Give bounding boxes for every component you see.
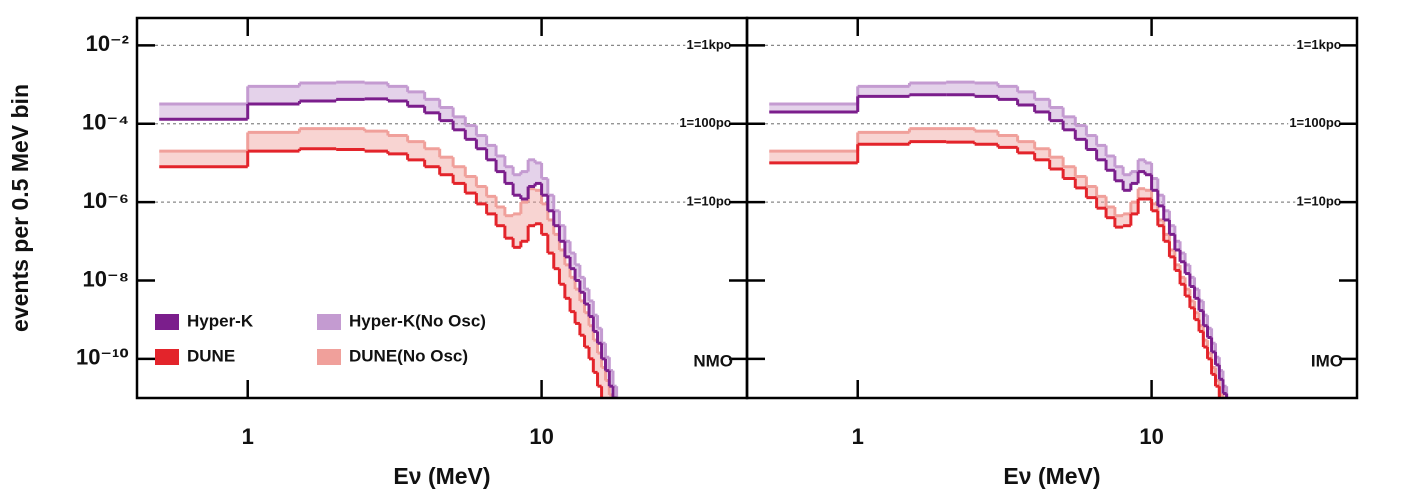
reference-label: 1=10pc [687,194,731,209]
legend-swatch [317,314,341,330]
legend-label: DUNE [187,346,235,365]
band [159,128,614,398]
band [159,82,617,398]
annotation: IMO [1311,351,1343,370]
y-tick-label: 10⁻⁶ [83,188,129,213]
plot-area [159,80,619,398]
legend-label: DUNE(No Osc) [349,346,468,365]
x-tick-label: 1 [242,424,254,449]
band [769,128,1224,398]
legend-label: Hyper-K [187,311,254,330]
reference-label: 1=1kpc [1297,37,1341,52]
x-tick-label: 10 [529,424,553,449]
y-tick-label: 10⁻⁸ [83,266,129,291]
legend-swatch [155,349,179,365]
reference-label: 1=10pc [1297,194,1341,209]
legend-swatch [155,314,179,330]
x-tick-label: 10 [1139,424,1163,449]
legend-label: Hyper-K(No Osc) [349,311,486,330]
x-tick-label: 1 [852,424,864,449]
y-tick-label: 10⁻⁴ [82,110,129,135]
y-tick-label: 10⁻¹⁰ [76,345,129,370]
band [769,82,1227,398]
y-tick-label: 10⁻² [86,31,129,56]
annotation: NMO [693,351,733,370]
reference-label: 1=1kpc [687,37,731,52]
frame [135,16,749,400]
legend-swatch [317,349,341,365]
y-axis-title: events per 0.5 MeV bin [7,84,33,332]
frame [745,16,1359,400]
x-axis-title: Eν (MeV) [393,463,490,489]
x-axis-title: Eν (MeV) [1003,463,1100,489]
plot-area [769,80,1229,398]
reference-label: 1=100pc [1289,115,1341,130]
reference-label: 1=100pc [679,115,731,130]
